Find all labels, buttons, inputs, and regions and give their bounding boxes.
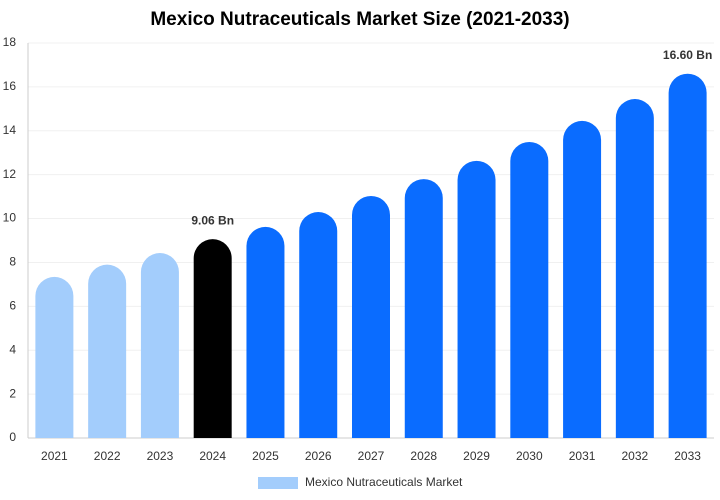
x-tick-label: 2032 bbox=[621, 449, 648, 463]
value-label: 16.60 Bn bbox=[663, 48, 712, 62]
x-tick-label: 2028 bbox=[410, 449, 437, 463]
x-tick-label: 2021 bbox=[41, 449, 68, 463]
bar bbox=[404, 179, 443, 438]
y-tick-label: 16 bbox=[3, 79, 17, 93]
bar bbox=[193, 239, 232, 438]
bar bbox=[140, 253, 179, 438]
chart-title: Mexico Nutraceuticals Market Size (2021-… bbox=[150, 9, 569, 30]
y-tick-label: 0 bbox=[9, 430, 16, 444]
value-label: 9.06 Bn bbox=[191, 213, 234, 227]
y-tick-label: 2 bbox=[9, 386, 16, 400]
y-tick-label: 8 bbox=[9, 255, 16, 269]
x-tick-label: 2029 bbox=[463, 449, 490, 463]
y-tick-label: 12 bbox=[3, 167, 17, 181]
y-tick-label: 10 bbox=[3, 211, 17, 225]
legend-label: Mexico Nutraceuticals Market bbox=[305, 475, 463, 489]
bar bbox=[510, 141, 549, 439]
x-tick-label: 2025 bbox=[252, 449, 279, 463]
x-tick-label: 2033 bbox=[674, 449, 701, 463]
x-tick-label: 2030 bbox=[516, 449, 543, 463]
bar bbox=[299, 211, 338, 438]
y-tick-label: 6 bbox=[9, 299, 16, 313]
x-tick-label: 2027 bbox=[358, 449, 385, 463]
x-tick-label: 2023 bbox=[147, 449, 174, 463]
bar bbox=[88, 264, 127, 438]
bar bbox=[35, 276, 74, 438]
y-tick-label: 4 bbox=[9, 342, 16, 356]
legend-swatch bbox=[258, 477, 298, 489]
bar bbox=[246, 226, 285, 438]
x-tick-label: 2031 bbox=[569, 449, 596, 463]
bar bbox=[668, 73, 707, 438]
bar bbox=[563, 120, 602, 438]
x-tick-label: 2024 bbox=[199, 449, 226, 463]
x-tick-label: 2022 bbox=[94, 449, 121, 463]
bar bbox=[615, 98, 654, 439]
x-tick-label: 2026 bbox=[305, 449, 332, 463]
bar bbox=[352, 195, 390, 438]
y-tick-label: 14 bbox=[3, 123, 17, 137]
y-tick-label: 18 bbox=[3, 35, 17, 49]
bar bbox=[457, 160, 496, 438]
